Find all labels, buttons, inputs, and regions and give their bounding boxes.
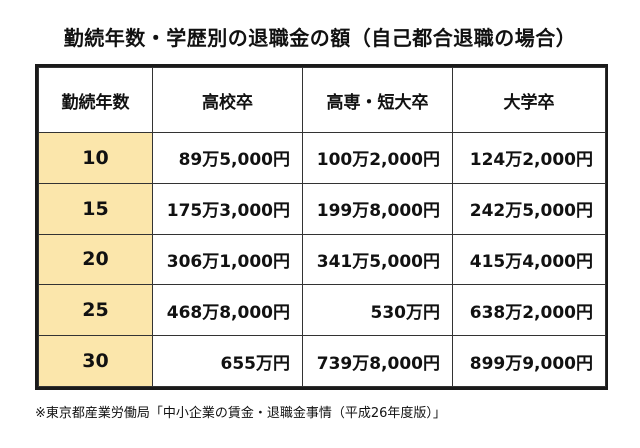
cell-university: 124万2,000円 (452, 132, 606, 184)
cell-junior-college: 100万2,000円 (302, 132, 453, 184)
cell-junior-college: 739万8,000円 (302, 335, 453, 387)
table-row: 10 89万5,000円 100万2,000円 124万2,000円 (38, 132, 606, 184)
table-row: 30 655万円 739万8,000円 899万9,000円 (38, 335, 606, 387)
source-note: ※東京都産業労働局「中小企業の賃金・退職金事情（平成26年度版）」 (35, 406, 446, 421)
chart-title: 勤続年数・学歴別の退職金の額（自己都合退職の場合） (63, 26, 577, 50)
cell-high-school: 655万円 (152, 335, 303, 387)
row-label-years: 25 (38, 284, 153, 337)
cell-high-school: 468万8,000円 (152, 284, 303, 337)
header-row: 勤続年数 高校卒 高専・短大卒 大学卒 (38, 67, 606, 133)
cell-high-school: 306万1,000円 (152, 233, 303, 286)
table-row: 20 306万1,000円 341万5,000円 415万4,000円 (38, 233, 606, 286)
row-label-years: 15 (38, 182, 153, 235)
cell-university: 415万4,000円 (452, 233, 606, 286)
cell-junior-college: 341万5,000円 (302, 233, 453, 286)
row-label-years: 10 (38, 132, 153, 184)
row-label-years: 20 (38, 233, 153, 286)
column-header-junior-college: 高専・短大卒 (302, 67, 453, 133)
cell-university: 242万5,000円 (452, 182, 606, 235)
table-row: 25 468万8,000円 530万円 638万2,000円 (38, 284, 606, 337)
row-label-years: 30 (38, 335, 153, 387)
table-row: 15 175万3,000円 199万8,000円 242万5,000円 (38, 182, 606, 235)
cell-university: 899万9,000円 (452, 335, 606, 387)
cell-high-school: 89万5,000円 (152, 132, 303, 184)
retirement-table: 勤続年数 高校卒 高専・短大卒 大学卒 10 89万5,000円 100万2,0… (35, 64, 608, 390)
cell-high-school: 175万3,000円 (152, 182, 303, 235)
column-header-years: 勤続年数 (38, 67, 153, 133)
column-header-university: 大学卒 (452, 67, 606, 133)
cell-junior-college: 530万円 (302, 284, 453, 337)
cell-university: 638万2,000円 (452, 284, 606, 337)
table: 勤続年数 高校卒 高専・短大卒 大学卒 10 89万5,000円 100万2,0… (38, 67, 606, 387)
column-header-high-school: 高校卒 (152, 67, 303, 133)
cell-junior-college: 199万8,000円 (302, 182, 453, 235)
